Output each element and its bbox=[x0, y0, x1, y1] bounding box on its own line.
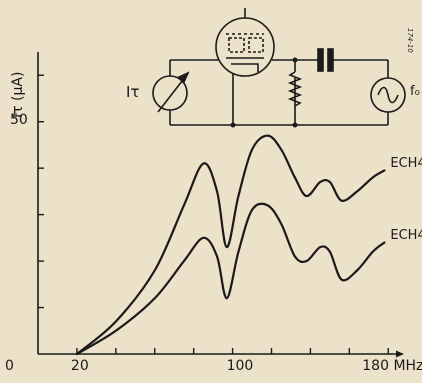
x-tick-label: 180 MHz bbox=[362, 358, 422, 374]
x-axis-arrow bbox=[396, 350, 404, 358]
x-ticks bbox=[76, 348, 389, 354]
source-label: f₀ bbox=[410, 84, 420, 99]
series-curves bbox=[75, 134, 386, 356]
capacitor-icon bbox=[317, 48, 334, 72]
y-ticks bbox=[38, 74, 44, 309]
resistor-icon bbox=[287, 71, 303, 107]
series-label-ech41: ECH41 bbox=[390, 156, 422, 172]
circuit-diagram bbox=[152, 8, 406, 126]
x-tick-label: 100 bbox=[226, 358, 254, 374]
x-tick-label: 20 bbox=[70, 358, 89, 374]
ac-source-icon bbox=[370, 77, 406, 113]
series-label-ech42: ECH42 bbox=[390, 228, 422, 244]
series-line-ech42 bbox=[75, 202, 386, 356]
current-meter-icon bbox=[152, 71, 190, 113]
y-tick-label: 50 bbox=[10, 111, 28, 128]
meter-label: Iτ bbox=[126, 83, 140, 101]
figure-reference: 174-10 bbox=[406, 28, 414, 53]
vacuum-tube-icon bbox=[215, 17, 275, 77]
series-line-ech41 bbox=[75, 134, 386, 356]
x-tick-label: 0 bbox=[5, 358, 14, 374]
